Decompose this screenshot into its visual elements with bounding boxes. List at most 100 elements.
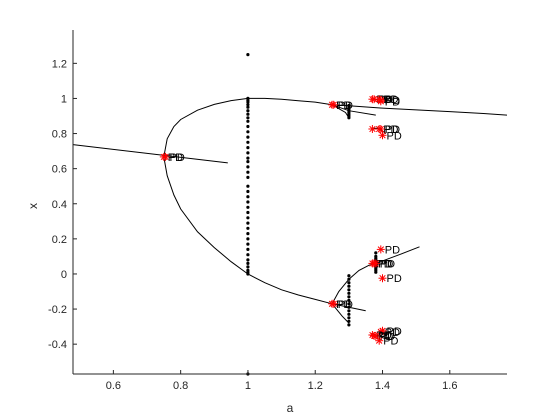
pd-point	[378, 131, 387, 140]
x-tick-label: 1.4	[375, 380, 390, 392]
data-dot	[246, 265, 250, 269]
curve-line	[331, 303, 350, 324]
data-dot	[246, 261, 250, 265]
point-label: PD	[385, 327, 400, 339]
x-tick-label: 0.6	[106, 380, 121, 392]
y-tick-label: 0.2	[52, 234, 67, 246]
data-dot	[347, 295, 351, 299]
data-dot	[374, 251, 378, 255]
point-label: PD	[336, 100, 351, 112]
data-dot	[246, 210, 250, 215]
point-label: PD	[383, 336, 398, 348]
pd-point	[378, 326, 387, 335]
y-tick-label: 1	[61, 93, 67, 105]
point-label: PD	[338, 100, 353, 112]
star-marker-stroke	[377, 246, 385, 253]
data-dot	[347, 116, 351, 120]
data-dot	[347, 298, 351, 302]
curve-line	[163, 156, 333, 305]
data-dot	[347, 305, 351, 309]
data-dot	[246, 140, 250, 144]
point-label: PD	[385, 124, 400, 136]
point-label: PD	[387, 273, 402, 285]
points-layer: PDPDPDPDPDPDPDPDPDPDPDPDPDPDPDPDPDPDPDPD…	[159, 94, 402, 348]
data-dot	[246, 100, 250, 104]
data-dot	[246, 105, 250, 109]
star-marker-stroke	[379, 327, 386, 335]
x-tick-label: 1.6	[442, 380, 457, 392]
data-dot	[246, 184, 250, 188]
point-label: PD	[376, 258, 391, 270]
data-dot	[246, 156, 250, 160]
point-label: PD	[383, 94, 398, 106]
y-tick-label: -0.2	[48, 304, 67, 316]
pd-point	[376, 97, 385, 106]
star-marker-stroke	[372, 260, 379, 267]
y-tick-label: 0.8	[52, 129, 67, 141]
star-marker-stroke	[369, 125, 376, 133]
curve-line	[331, 262, 376, 305]
curve-line	[332, 104, 508, 116]
data-dot	[347, 316, 351, 320]
star-marker-stroke	[372, 332, 379, 340]
point-label: PD	[336, 299, 351, 311]
curve-line	[72, 144, 228, 164]
star-marker-stroke	[379, 274, 386, 282]
data-dot	[246, 189, 250, 194]
point-label: PD	[378, 258, 393, 270]
data-dot	[347, 281, 351, 285]
point-label: PD	[387, 130, 402, 142]
y-tick-label: 0.6	[52, 164, 67, 176]
data-dot	[246, 146, 250, 150]
point-label: PD	[387, 326, 402, 338]
point-label: PD	[168, 152, 183, 164]
data-dot	[246, 160, 250, 164]
pd-point	[375, 336, 384, 345]
curves-layer	[72, 97, 508, 340]
pd-point	[329, 299, 338, 308]
point-label: PD	[378, 94, 393, 106]
y-tick-label: 0	[61, 269, 67, 281]
curve-line	[163, 97, 333, 157]
data-dot	[246, 237, 250, 241]
data-dot	[246, 216, 250, 220]
data-dot	[246, 103, 250, 107]
x-tick-label: 1.2	[308, 380, 323, 392]
data-dot	[246, 175, 250, 179]
data-dot	[374, 270, 378, 274]
data-dot	[246, 109, 250, 113]
dots-layer	[246, 53, 378, 376]
data-dot	[347, 274, 351, 278]
pd-point	[368, 125, 377, 133]
data-dot	[246, 151, 250, 155]
data-dot	[246, 221, 250, 225]
star-marker-stroke	[375, 337, 383, 344]
x-tick-label: 1	[245, 380, 251, 392]
data-dot	[246, 205, 250, 209]
star-marker-stroke	[379, 132, 386, 139]
point-label: PD	[383, 124, 398, 136]
data-dot	[246, 135, 250, 139]
pd-point	[371, 331, 380, 340]
data-dot	[347, 312, 351, 316]
data-dot	[347, 319, 351, 323]
data-dot	[347, 288, 351, 292]
data-dot	[246, 272, 250, 276]
point-label: PD	[170, 152, 185, 164]
data-dot	[246, 242, 250, 246]
point-label: PD	[385, 95, 400, 107]
data-dot	[246, 116, 250, 120]
data-dot	[246, 195, 250, 199]
data-dot	[246, 200, 250, 204]
data-dot	[347, 284, 351, 288]
point-label: PD	[378, 331, 393, 343]
axes-layer: 0.6 0.8 1 1.2 1.4 1.6 -0.4 -0.2 0 0.2 0.4 0.6 0.8 1 1.…	[48, 30, 507, 392]
pd-point	[371, 259, 380, 268]
data-dot	[246, 258, 250, 262]
pd-point	[376, 125, 385, 133]
x-tick-label: 0.8	[173, 380, 188, 392]
star-marker-stroke	[330, 101, 337, 108]
data-dot	[347, 277, 351, 281]
data-dot	[246, 253, 250, 257]
